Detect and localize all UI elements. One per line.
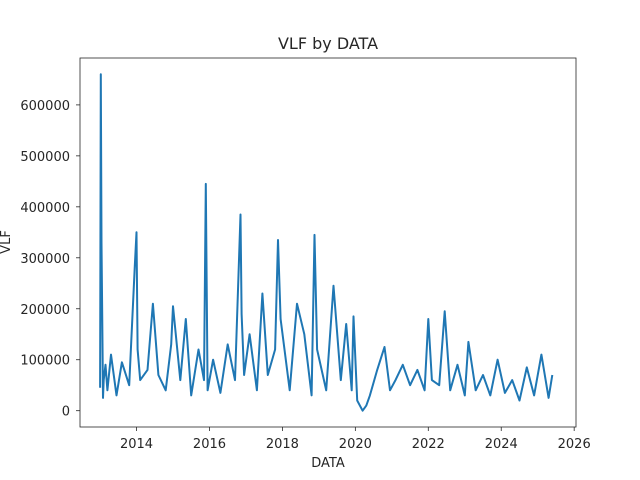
x-tick-label: 2018: [266, 437, 299, 452]
x-tick-label: 2022: [412, 437, 445, 452]
y-tick-label: 500000: [20, 150, 70, 165]
chart-title: VLF by DATA: [278, 34, 378, 53]
y-tick-label: 200000: [20, 303, 70, 318]
x-tick-label: 2016: [193, 437, 226, 452]
x-tick-label: 2014: [120, 437, 153, 452]
x-tick-label: 2020: [339, 437, 372, 452]
y-axis-label: VLF: [0, 230, 14, 254]
x-axis: 2014 2016 2018 2020 2022 2024 2026: [120, 427, 591, 452]
x-axis-label: DATA: [311, 456, 345, 471]
y-axis: 0 100000 200000 300000 400000 500000 600000: [20, 99, 80, 420]
x-tick-label: 2024: [485, 437, 518, 452]
y-tick-label: 300000: [20, 252, 70, 267]
series-layer: [99, 73, 554, 412]
x-tick-label: 2026: [558, 437, 591, 452]
y-tick-label: 100000: [20, 354, 70, 369]
y-tick-label: 400000: [20, 201, 70, 216]
series-line: [99, 73, 554, 412]
y-tick-label: 600000: [20, 99, 70, 114]
y-tick-label: 0: [62, 405, 70, 420]
